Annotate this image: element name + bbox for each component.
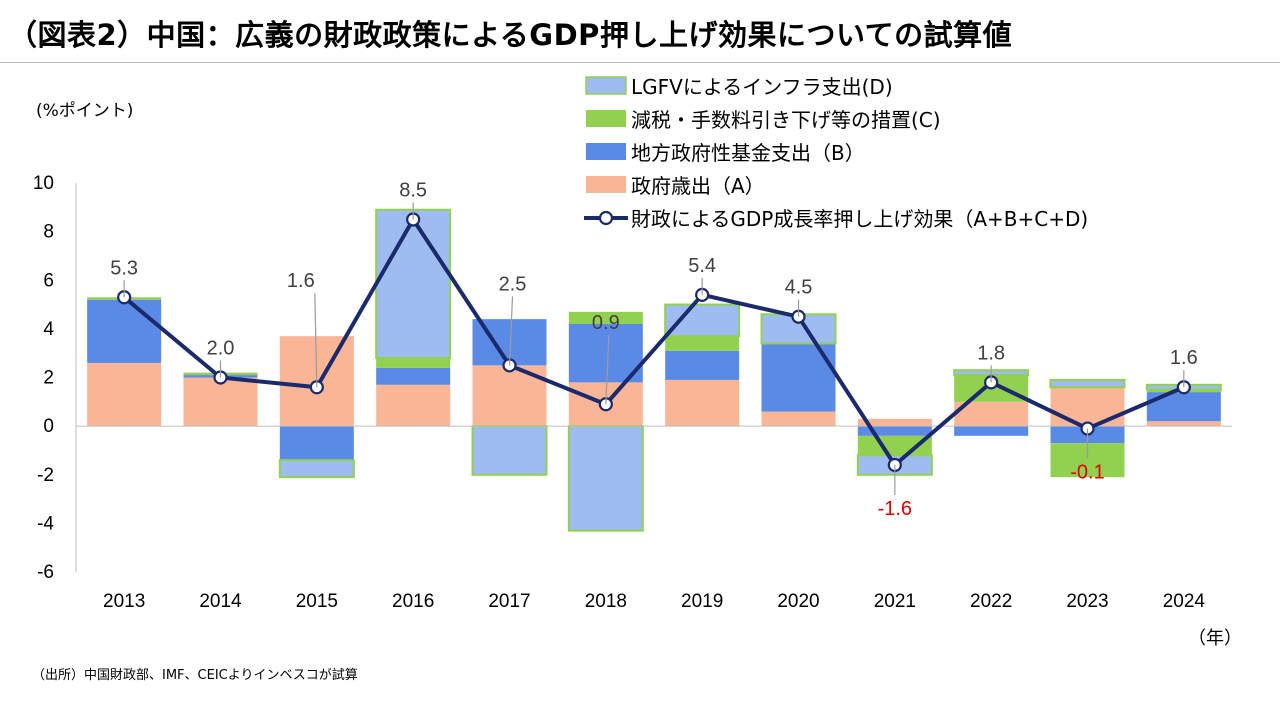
bar-2013-series-1 bbox=[87, 362, 162, 427]
legend-label-1: LGFVによるインフラ支出(D) bbox=[631, 75, 893, 99]
y-tick-label: -4 bbox=[37, 513, 54, 534]
x-tick-label-2016: 2016 bbox=[392, 591, 434, 612]
page-title: （図表2）中国：広義の財政政策によるGDP押し上げ効果についての試算値 bbox=[8, 18, 1013, 52]
bar-2021-series-1 bbox=[857, 418, 932, 427]
bar-2015-series-4 bbox=[278, 459, 355, 479]
data-label-2014: 2.0 bbox=[207, 338, 235, 360]
bars-layer bbox=[87, 208, 1222, 532]
bar-2018-series-2 bbox=[568, 324, 643, 383]
bar-2016-series-2 bbox=[376, 367, 451, 385]
source-note: （出所）中国財政部、IMF、CEICよりインベスコが試算 bbox=[32, 668, 358, 683]
legend-label-4: 政府歳出（A） bbox=[631, 174, 765, 198]
x-tick-label-2022: 2022 bbox=[970, 591, 1012, 612]
x-tick-label-2018: 2018 bbox=[585, 591, 627, 612]
x-tick-label-2014: 2014 bbox=[199, 591, 242, 612]
bar-2016-series-4 bbox=[375, 208, 452, 360]
x-tick-label-2021: 2021 bbox=[874, 591, 916, 612]
bar-2015-series-2 bbox=[279, 426, 354, 461]
x-tick-label-2024: 2024 bbox=[1163, 591, 1206, 612]
bar-2021-series-3 bbox=[857, 435, 932, 456]
data-label-2021: -1.6 bbox=[878, 498, 912, 520]
bar-2017-series-4 bbox=[471, 425, 548, 476]
legend-swatch-4 bbox=[586, 176, 626, 193]
line-layer bbox=[117, 212, 1191, 473]
data-label-2024: 1.6 bbox=[1170, 347, 1198, 369]
legend-label-3: 地方政府性基金支出（B） bbox=[631, 141, 865, 165]
bar-2013-series-2 bbox=[87, 299, 162, 363]
y-axis-unit-label: (%ポイント) bbox=[36, 101, 134, 121]
data-label-leader bbox=[508, 296, 514, 366]
data-label-leader bbox=[314, 293, 318, 388]
effect-line bbox=[122, 217, 1185, 468]
data-label-2020: 4.5 bbox=[785, 277, 813, 299]
data-label-2019: 5.4 bbox=[688, 255, 716, 277]
data-label-2018: 0.9 bbox=[592, 312, 620, 334]
bar-2019-series-1 bbox=[665, 379, 740, 427]
bar-2019-series-4 bbox=[664, 303, 741, 338]
x-tick-label-2017: 2017 bbox=[488, 591, 530, 612]
data-label-2015: 1.6 bbox=[287, 270, 315, 292]
data-label-2013: 5.3 bbox=[110, 257, 138, 279]
legend-swatch-3 bbox=[586, 143, 626, 160]
y-tick-label: -2 bbox=[37, 465, 54, 486]
y-tick-label: 4 bbox=[43, 319, 54, 340]
y-tick-label: 6 bbox=[43, 270, 54, 291]
legend-label-5: 財政によるGDP成長率押し上げ効果（A+B+C+D) bbox=[631, 207, 1088, 231]
bar-2016-series-1 bbox=[376, 384, 451, 427]
data-label-leader bbox=[605, 335, 610, 405]
bar-2014-series-1 bbox=[183, 377, 258, 427]
bar-2023-series-1 bbox=[1050, 387, 1125, 427]
bar-2019-series-2 bbox=[665, 350, 740, 380]
bar-2021-series-2 bbox=[857, 426, 932, 436]
y-tick-label: 0 bbox=[43, 416, 54, 437]
data-label-2017: 2.5 bbox=[499, 273, 527, 295]
y-tick-label: -6 bbox=[37, 562, 54, 583]
bar-2019-series-3 bbox=[665, 336, 740, 351]
data-label-2022: 1.8 bbox=[977, 342, 1005, 364]
legend-swatch-1 bbox=[585, 76, 627, 95]
bar-2018-series-3 bbox=[568, 311, 643, 325]
legend-label-2: 減税・手数料引き下げ等の措置(C) bbox=[631, 108, 941, 132]
y-tick-label: 2 bbox=[43, 368, 54, 389]
x-tick-label-2019: 2019 bbox=[681, 591, 723, 612]
bar-2023-series-4 bbox=[1049, 378, 1126, 389]
legend: LGFVによるインフラ支出(D) 減税・手数料引き下げ等の措置(C) 地方政府性基金… bbox=[584, 75, 1088, 231]
y-tick-label: 10 bbox=[33, 173, 54, 194]
x-tick-label-2013: 2013 bbox=[103, 591, 145, 612]
x-tick-label-2020: 2020 bbox=[777, 591, 819, 612]
bar-2024-series-1 bbox=[1146, 421, 1221, 427]
bar-2022-series-2 bbox=[954, 426, 1029, 436]
legend-swatch-2 bbox=[586, 110, 626, 127]
title-divider bbox=[0, 62, 1280, 63]
data-label-2016: 8.5 bbox=[399, 179, 427, 201]
bar-2020-series-1 bbox=[761, 411, 836, 427]
legend-line-marker bbox=[598, 210, 614, 226]
y-tick-label: 8 bbox=[43, 222, 54, 243]
data-label-2023: -0.1 bbox=[1070, 462, 1104, 484]
x-tick-label-2023: 2023 bbox=[1066, 591, 1108, 612]
stacked-bar-line-chart: -6 -4 -2 0 2 4 6 8 10 2013 2014 2015 2016 2017 2018 201… bbox=[33, 75, 1232, 612]
data-labels-layer: 5.3 2.0 1.6 8.5 2.5 0.9 5.4 4.5 -1.6 1.8 -0.1 1.6 bbox=[110, 179, 1197, 520]
bar-2018-series-4 bbox=[567, 425, 644, 532]
axes-layer: -6 -4 -2 0 2 4 6 8 10 2013 2014 2015 2016 2017 2018 201… bbox=[33, 173, 1232, 612]
x-axis-unit-label: （年） bbox=[1188, 628, 1242, 649]
x-tick-label-2015: 2015 bbox=[296, 591, 338, 612]
bar-2016-series-3 bbox=[376, 358, 451, 368]
